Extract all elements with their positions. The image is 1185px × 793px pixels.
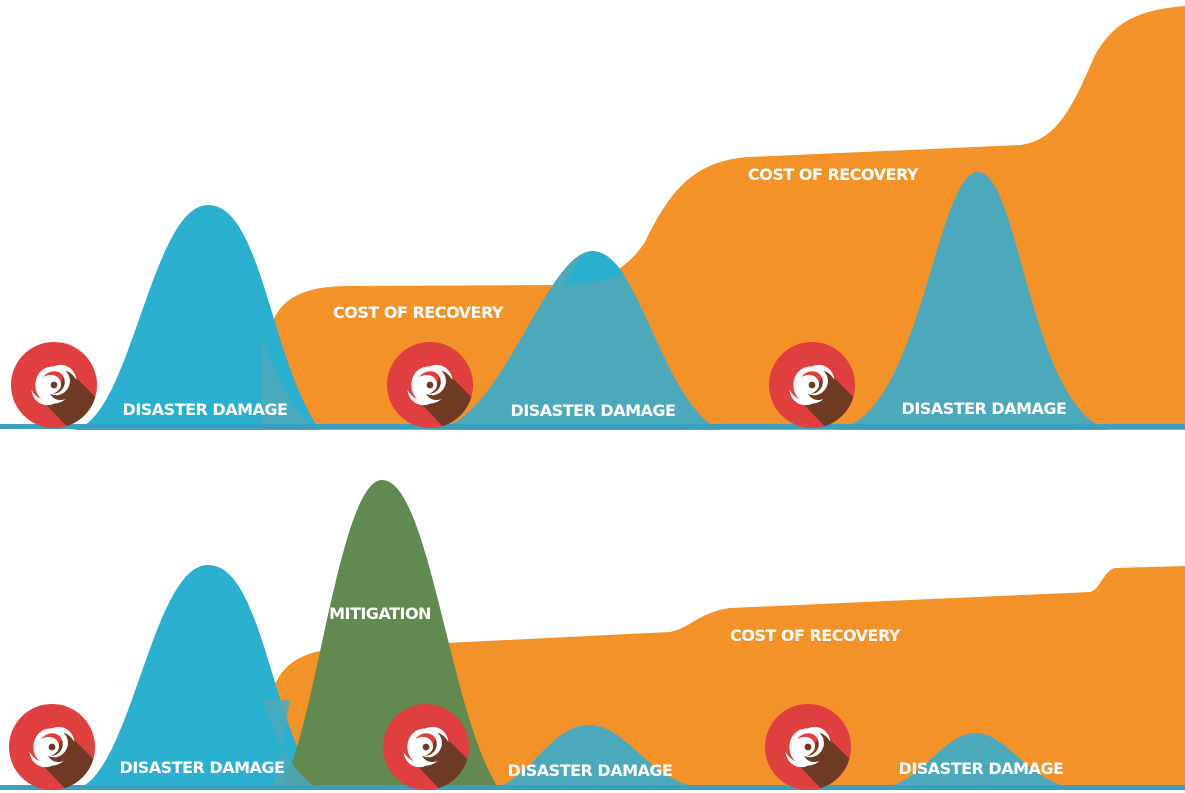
bottom-damage-area-1 (70, 565, 320, 790)
bottom-scenario: MITIGATION COST OF RECOVERY DISASTER DAM… (0, 480, 1185, 793)
top-baseline (0, 424, 1185, 429)
top-damage-label-3: DISASTER DAMAGE (902, 399, 1067, 418)
bottom-damage-label-3: DISASTER DAMAGE (899, 759, 1064, 778)
top-scenario: COST OF RECOVERY COST OF RECOVERY DISAST… (0, 6, 1185, 430)
top-damage-area-1 (70, 205, 320, 430)
bottom-baseline (0, 785, 1185, 790)
mitigation-label: MITIGATION (329, 604, 431, 623)
top-damage-label-1: DISASTER DAMAGE (123, 400, 288, 419)
bottom-damage-overlap-1 (262, 700, 320, 790)
top-recovery-label-2: COST OF RECOVERY (748, 165, 919, 184)
top-damage-peak-2 (565, 251, 624, 286)
bottom-damage-label-1: DISASTER DAMAGE (120, 758, 285, 777)
bottom-damage-label-2: DISASTER DAMAGE (508, 761, 673, 780)
top-damage-overlap-1 (262, 338, 320, 430)
top-damage-label-2: DISASTER DAMAGE (511, 401, 676, 420)
top-damage-area-2 (430, 251, 720, 430)
top-recovery-label-1: COST OF RECOVERY (333, 303, 504, 322)
top-damage-area-3 (830, 172, 1110, 430)
bottom-damage-area-3 (870, 733, 1090, 790)
bottom-recovery-label: COST OF RECOVERY (730, 626, 901, 645)
bottom-recovery-area (270, 566, 1185, 790)
bottom-damage-area-2 (480, 725, 720, 790)
